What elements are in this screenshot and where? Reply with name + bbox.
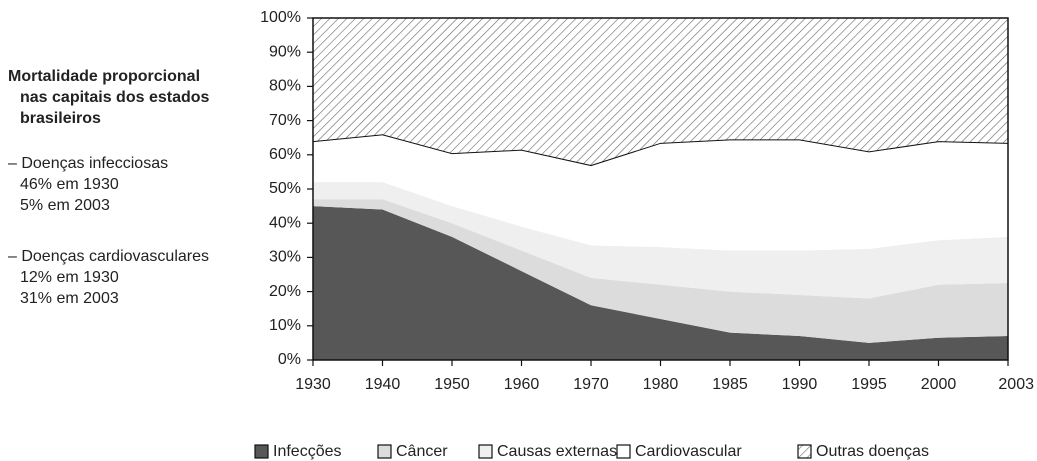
y-tick-label: 20% (269, 283, 301, 300)
annotation-title: Mortalidade proporcional (8, 68, 200, 85)
y-tick-label: 100% (260, 9, 301, 26)
y-tick-label: 90% (269, 43, 301, 60)
annotation-title: nas capitais dos estados (20, 89, 210, 106)
y-tick-label: 60% (269, 146, 301, 163)
x-tick-label: 1930 (295, 376, 331, 393)
annotation-note: – Doenças infecciosas (8, 155, 168, 172)
y-tick-label: 10% (269, 317, 301, 334)
x-tick-label: 2000 (921, 376, 957, 393)
legend-swatch (377, 444, 392, 459)
area (313, 134, 1008, 251)
legend-label: Cardiovascular (635, 443, 742, 460)
x-tick-label: 1980 (643, 376, 679, 393)
annotation-note: 5% em 2003 (20, 197, 110, 214)
legend-swatch (616, 444, 631, 459)
legend-label: Outras doenças (816, 443, 929, 460)
y-tick-label: 70% (269, 112, 301, 129)
y-tick-label: 0% (278, 351, 301, 368)
annotation-note: 12% em 1930 (20, 269, 119, 286)
x-tick-label: 1985 (712, 376, 748, 393)
y-tick-label: 50% (269, 180, 301, 197)
annotation-note: 31% em 2003 (20, 290, 119, 307)
x-tick-label: 1995 (851, 376, 887, 393)
legend-swatch (478, 444, 493, 459)
legend-swatch (254, 444, 269, 459)
legend-label: Infecções (273, 443, 341, 460)
annotation-title: brasileiros (20, 110, 101, 127)
legend-label: Câncer (396, 443, 448, 460)
x-tick-label: 1950 (434, 376, 470, 393)
area (313, 182, 1008, 299)
x-tick-label: 1960 (504, 376, 540, 393)
x-tick-label: 1940 (365, 376, 401, 393)
legend-swatch (797, 444, 812, 459)
x-tick-label: 1970 (573, 376, 609, 393)
area (313, 18, 1008, 166)
y-tick-label: 80% (269, 78, 301, 95)
x-tick-label: 1990 (782, 376, 818, 393)
annotation-note: – Doenças cardiovasculares (8, 248, 209, 265)
area (313, 199, 1008, 343)
y-tick-label: 30% (269, 249, 301, 266)
annotation-note: 46% em 1930 (20, 176, 119, 193)
y-tick-label: 40% (269, 214, 301, 231)
area (313, 206, 1008, 360)
legend-label: Causas externas (497, 443, 617, 460)
x-tick-label: 2003 (998, 376, 1034, 393)
